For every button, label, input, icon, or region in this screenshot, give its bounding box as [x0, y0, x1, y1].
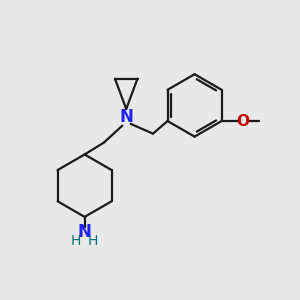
Text: H: H [71, 234, 82, 248]
Text: N: N [78, 223, 92, 241]
Text: H: H [88, 234, 98, 248]
Text: O: O [236, 113, 250, 128]
Text: N: N [119, 108, 133, 126]
